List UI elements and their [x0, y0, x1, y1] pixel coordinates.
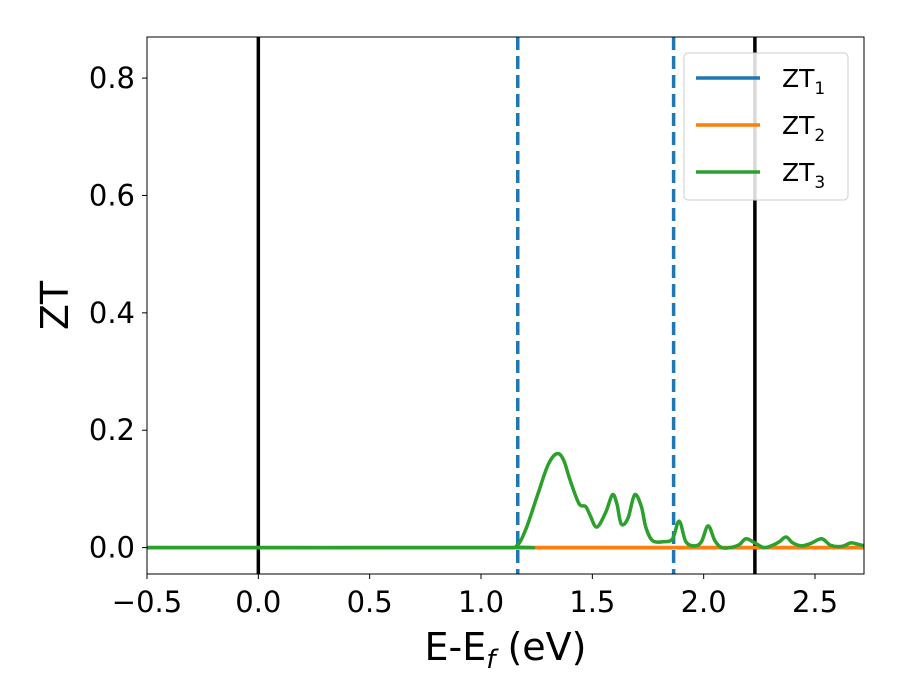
y-tick-label: 0.8 — [89, 61, 135, 95]
legend-box — [683, 52, 849, 201]
x-axis-label: E-Ef (eV) — [425, 625, 587, 675]
legend-label-2: ZT2 — [782, 111, 825, 146]
y-axis-ticks: 0.0 0.2 0.4 0.6 0.8 — [89, 61, 147, 565]
y-tick-label: 0.6 — [89, 178, 135, 212]
plot-frame — [146, 36, 865, 575]
x-axis-ticks: −0.5 0.0 0.5 1.0 1.5 2.0 2.5 — [112, 574, 838, 619]
x-tick-label: 2.5 — [792, 585, 838, 619]
x-tick-label: 0.0 — [235, 585, 281, 619]
y-tick-label: 0.0 — [89, 531, 135, 565]
series-line-3 — [146, 451, 865, 550]
x-tick-label: 0.5 — [347, 585, 393, 619]
y-tick-label: 0.2 — [89, 413, 135, 447]
legend-label-1: ZT1 — [782, 64, 825, 99]
y-axis-label: ZT — [33, 280, 77, 330]
series-lines — [146, 451, 865, 550]
x-axis-label-unit: (eV) — [495, 625, 586, 669]
x-tick-label: −0.5 — [112, 585, 182, 619]
x-axis-label-main: E-E — [425, 625, 487, 669]
x-tick-label: 2.0 — [681, 585, 727, 619]
legend: ZT1 ZT2 ZT3 — [683, 52, 849, 201]
legend-label-3: ZT3 — [782, 158, 825, 193]
x-tick-label: 1.5 — [569, 585, 615, 619]
reference-lines — [256, 37, 757, 574]
y-tick-label: 0.4 — [89, 296, 135, 330]
x-tick-label: 1.0 — [458, 585, 504, 619]
